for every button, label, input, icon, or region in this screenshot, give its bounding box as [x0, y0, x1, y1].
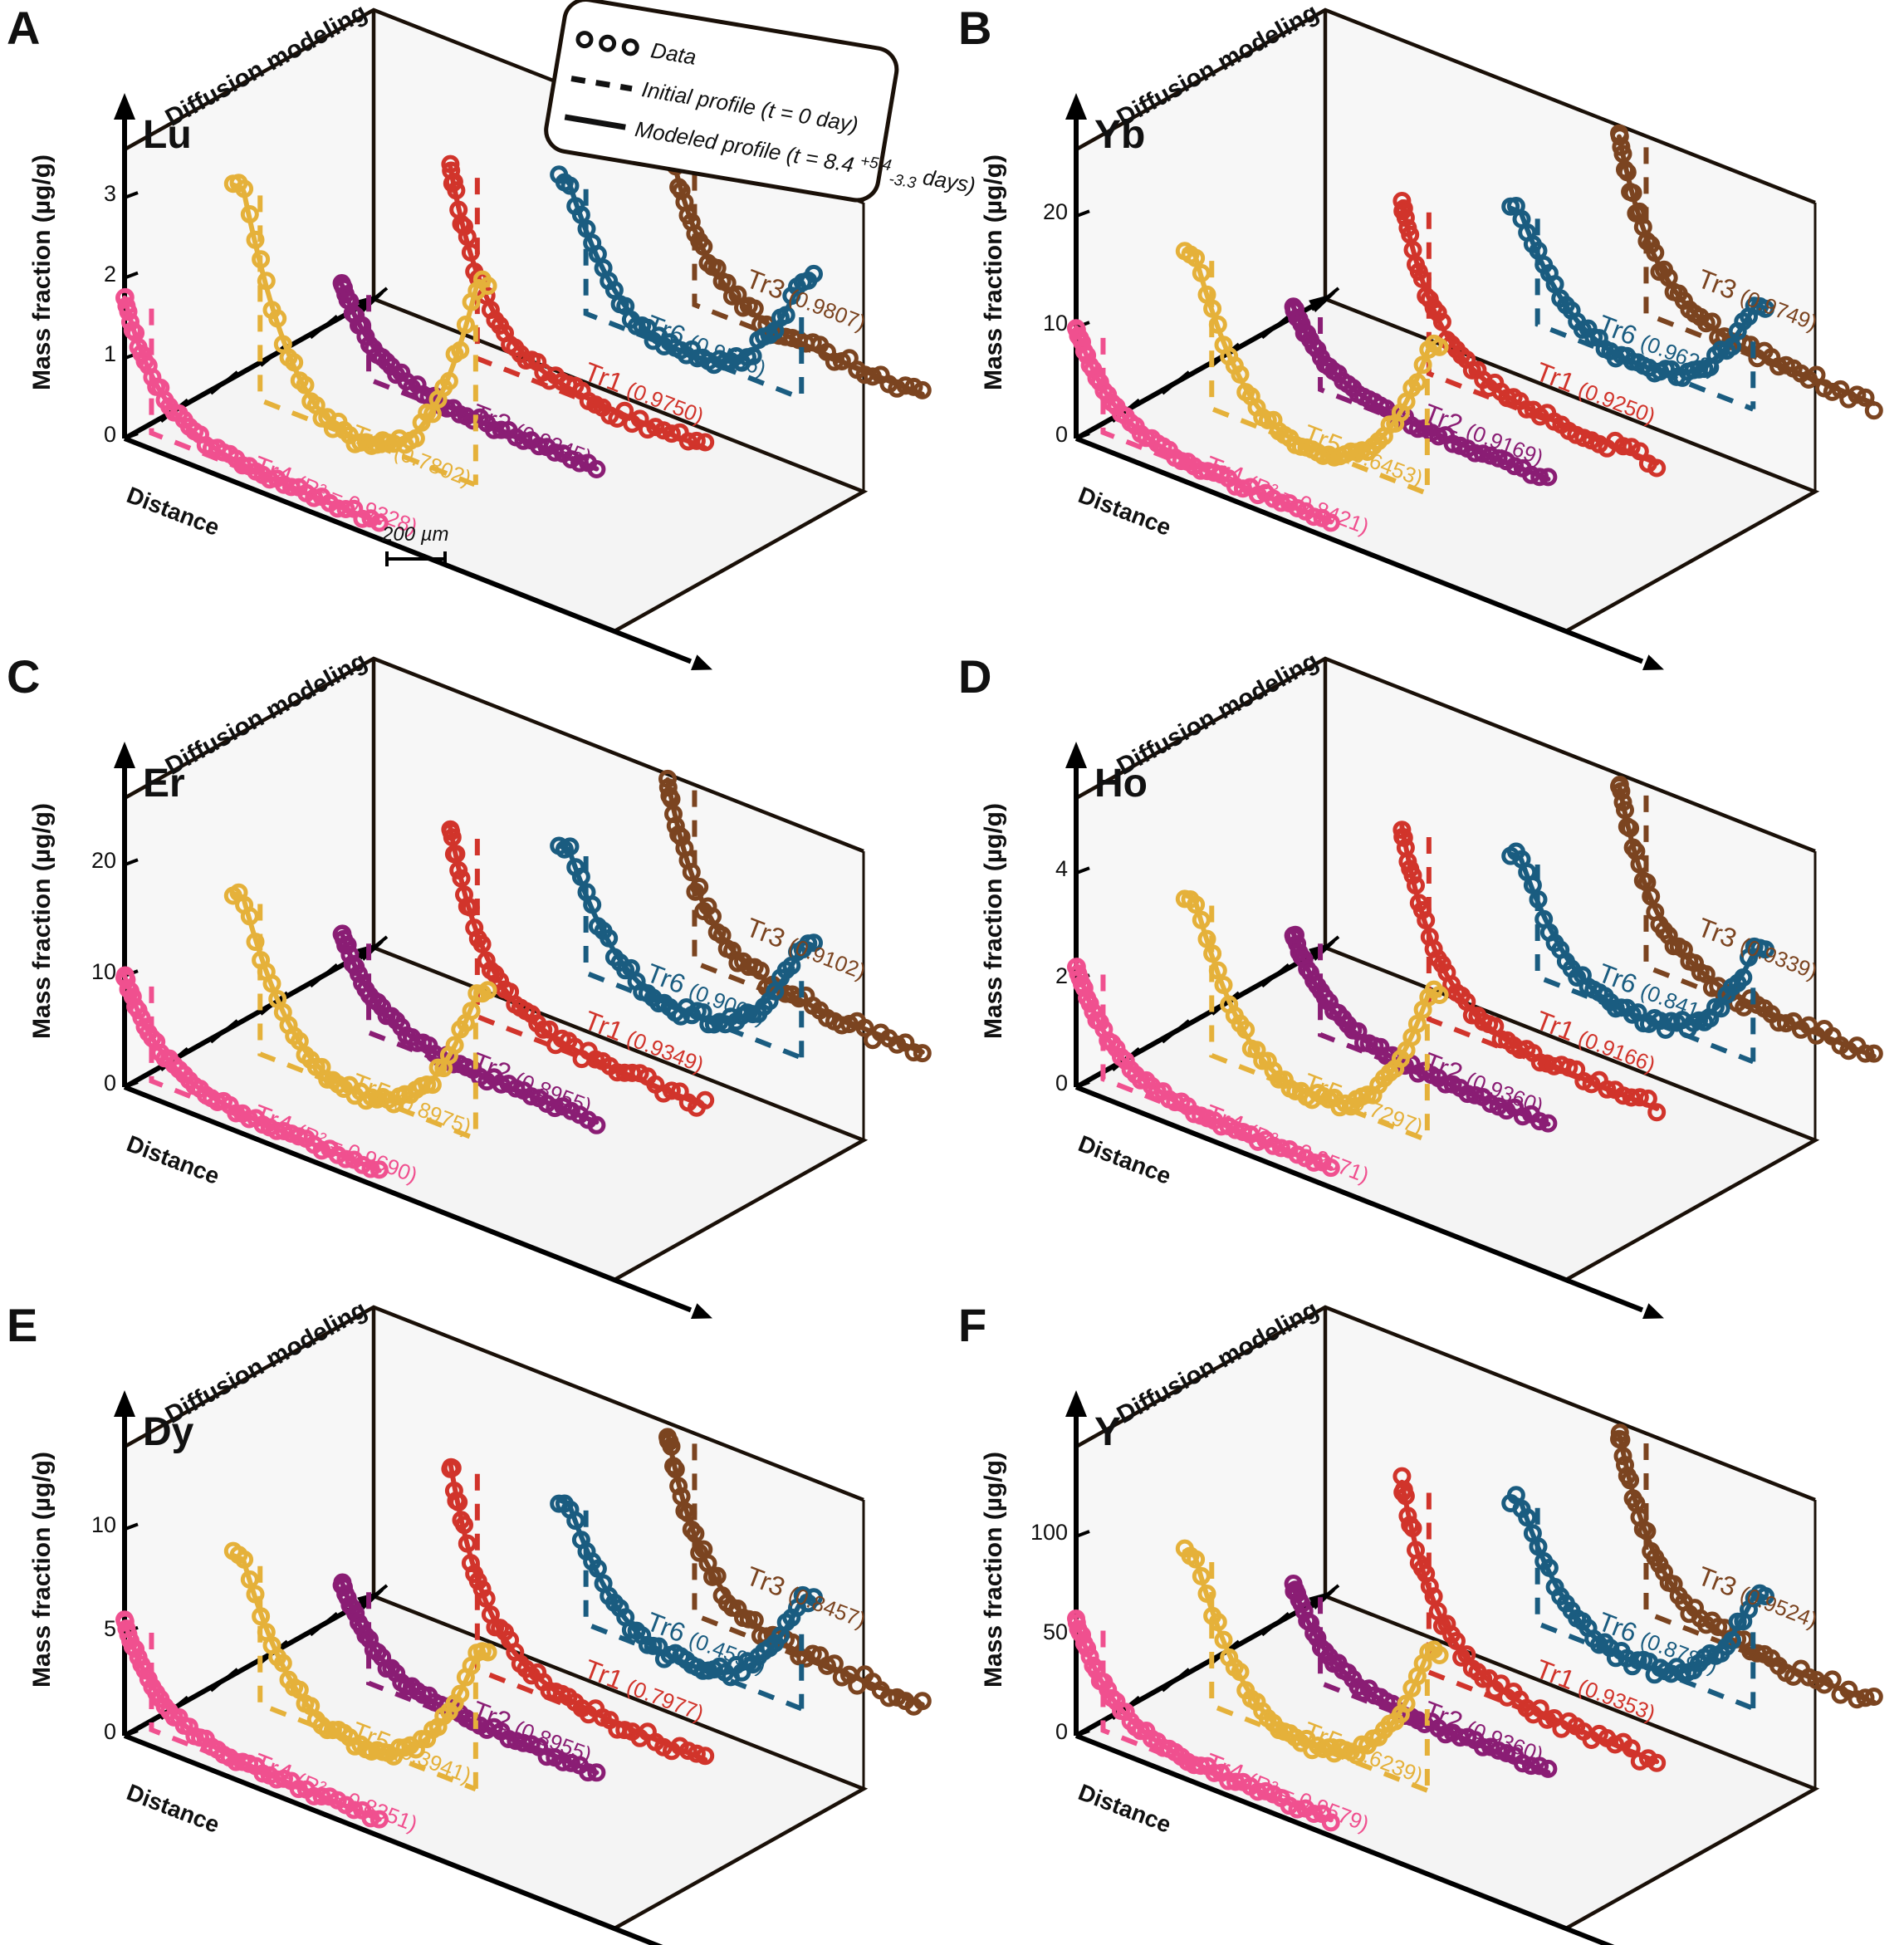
data-points-tr5 [1175, 1539, 1449, 1765]
y-tick-label: 0 [1055, 1070, 1068, 1095]
initial-profile-tr1 [1426, 212, 1617, 449]
panel-letter: A [7, 2, 41, 54]
data-points-tr4 [115, 1610, 389, 1829]
panel-f: 0 50 100 F Mass fraction (µg/g) Y Diffusion mo… [952, 1296, 1903, 1945]
initial-profile-tr4 [1100, 337, 1290, 508]
y-tick-label: 10 [91, 959, 116, 985]
data-points-tr5 [1175, 889, 1449, 1117]
y-tick-label: 4 [1055, 856, 1068, 882]
data-points-tr3 [1610, 1423, 1883, 1709]
data-points-tr5 [1175, 242, 1449, 467]
y-tick-label: 3 [103, 181, 116, 206]
initial-profile-tr5 [257, 904, 477, 1142]
y-tick-label: 10 [91, 1512, 116, 1538]
data-points-tr5 [223, 883, 497, 1114]
data-points-tr5 [223, 174, 497, 455]
y-tick-label: 2 [1055, 963, 1068, 989]
panel-plot-f [1065, 1305, 1883, 1945]
panel-a: 0 1 2 3 A Mass fraction (µg/g) Lu Diffusion mod… [0, 0, 977, 671]
y-axis-label: Mass fraction (µg/g) [980, 1452, 1007, 1688]
panel-d: 0 2 4 D Mass fraction (µg/g) Ho Diffusion mode… [952, 647, 1903, 1320]
data-points-tr1 [441, 1458, 715, 1766]
data-points-tr2 [1284, 925, 1558, 1133]
initial-profile-tr4 [149, 986, 339, 1157]
element-label: Yb [1094, 113, 1146, 157]
data-points-tr6 [550, 1494, 823, 1687]
y-tick-label: 0 [103, 1719, 116, 1744]
y-tick-label: 20 [91, 848, 116, 874]
data-points-tr2 [1284, 1575, 1558, 1778]
initial-profile-tr4 [1100, 974, 1290, 1155]
panel-letter: D [958, 650, 992, 703]
data-points-tr1 [1393, 192, 1667, 478]
y-axis-label: Mass fraction (µg/g) [28, 154, 56, 390]
initial-profile-tr4 [149, 308, 339, 509]
data-points-tr4 [1067, 958, 1340, 1178]
panel-plot-b [1065, 7, 1883, 671]
initial-profile-tr3 [692, 144, 882, 380]
data-points-tr5 [223, 1541, 497, 1766]
legend: Data Initial profile (t = 0 day) Modeled p… [536, 0, 977, 212]
y-tick-label: 0 [103, 1070, 116, 1095]
panel-plot-e [114, 1305, 932, 1945]
y-axis-label: Mass fraction (µg/g) [980, 803, 1007, 1039]
data-points-tr2 [332, 274, 606, 478]
data-points-tr2 [1284, 297, 1558, 487]
element-label: Ho [1094, 762, 1148, 806]
y-tick-label: 0 [1055, 1719, 1068, 1744]
data-points-tr4 [115, 966, 389, 1179]
data-points-tr6 [1501, 197, 1774, 387]
y-axis-label: Mass fraction (µg/g) [980, 154, 1007, 390]
element-label: Dy [143, 1410, 194, 1454]
element-label: Lu [143, 113, 192, 157]
data-points-tr4 [1067, 1609, 1340, 1832]
y-tick-label: 2 [103, 261, 116, 287]
data-points-tr1 [441, 820, 715, 1117]
data-points-tr6 [1501, 842, 1774, 1039]
y-tick-label: 1 [103, 341, 116, 367]
panel-e: 0 5 10 E Mass fraction (µg/g) Dy Diffusion mod… [0, 1296, 952, 1945]
initial-profile-tr2 [1318, 317, 1508, 465]
y-axis-label: Mass fraction (µg/g) [28, 1452, 56, 1688]
solid-line-icon [564, 114, 626, 130]
data-points-tr4 [115, 287, 389, 532]
panel-plot-c [114, 656, 932, 1320]
data-points-tr1 [1393, 1467, 1667, 1772]
panel-plot-d [1065, 656, 1883, 1320]
initial-profile-tr4 [1100, 1630, 1290, 1806]
y-tick-label: 20 [1042, 199, 1068, 225]
element-label: Y [1094, 1410, 1122, 1454]
data-points-tr6 [1501, 1486, 1774, 1684]
y-tick-label: 10 [1042, 311, 1068, 336]
panel-b: 0 10 20 B Mass fraction (µg/g) Yb Diffusion mo… [952, 0, 1903, 671]
y-tick-label: 5 [103, 1615, 116, 1641]
panel-c: 0 10 20 C Mass fraction (µg/g) Er Diffusion mo… [0, 647, 952, 1320]
scale-bar [385, 551, 447, 566]
data-points-tr3 [658, 769, 932, 1063]
data-points-tr2 [332, 924, 606, 1134]
y-tick-label: 50 [1042, 1619, 1068, 1644]
y-tick-label: 100 [1030, 1520, 1068, 1545]
data-points-tr6 [550, 165, 823, 375]
scale-bar-label: 200 µm [382, 523, 449, 546]
y-tick-label: 0 [1055, 422, 1068, 447]
y-tick-label: 0 [103, 422, 116, 447]
element-label: Er [143, 762, 185, 806]
data-points-tr6 [550, 836, 823, 1034]
dashed-line-icon [570, 76, 633, 92]
legend-frame [544, 0, 899, 203]
y-axis-label: Mass fraction (µg/g) [28, 803, 56, 1039]
data-points-tr4 [1067, 319, 1340, 532]
data-circles-icon [575, 31, 639, 56]
initial-profile-tr5 [1209, 261, 1428, 497]
panel-letter: C [7, 650, 41, 703]
data-points-tr3 [1610, 776, 1883, 1063]
panel-letter: F [958, 1299, 987, 1351]
panel-letter: E [7, 1299, 38, 1351]
panel-plot-a [114, 7, 932, 671]
data-points-tr1 [1393, 821, 1667, 1122]
panel-letter: B [958, 2, 992, 54]
